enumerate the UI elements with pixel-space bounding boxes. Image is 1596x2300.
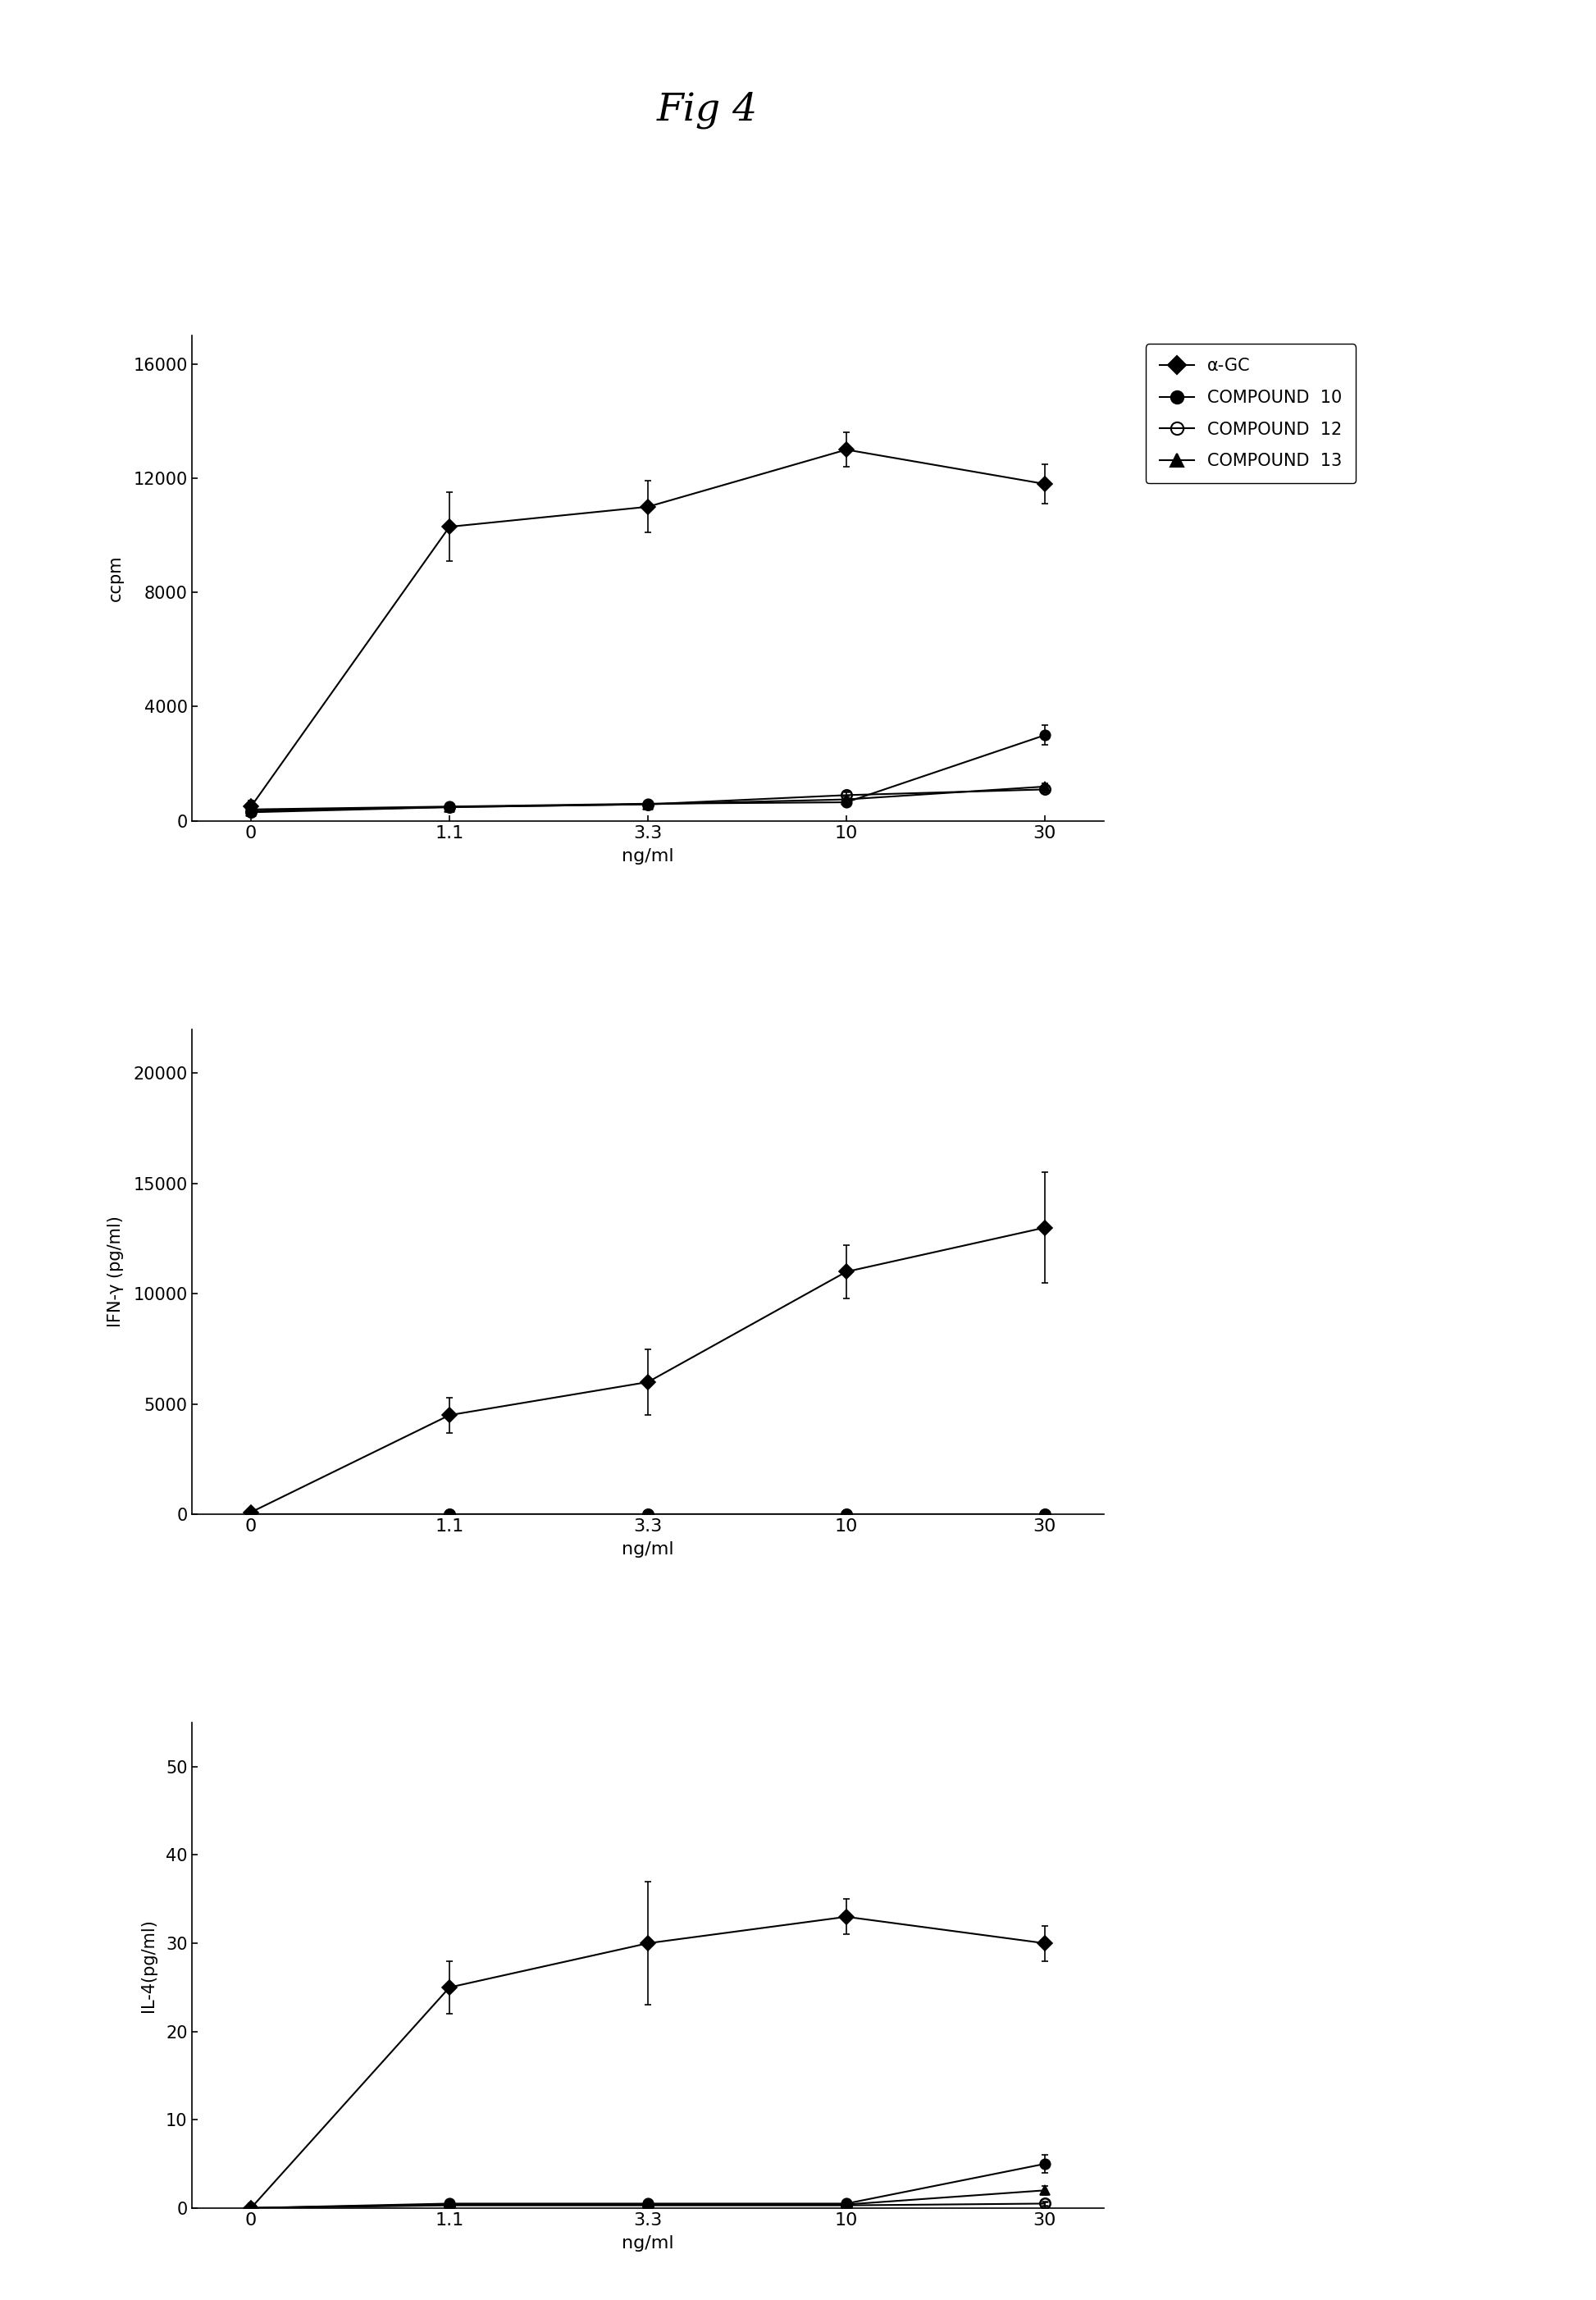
Y-axis label: IFN-γ (pg/ml): IFN-γ (pg/ml) bbox=[107, 1217, 124, 1327]
Y-axis label: IL-4(pg/ml): IL-4(pg/ml) bbox=[140, 1918, 156, 2013]
X-axis label: ng/ml: ng/ml bbox=[622, 849, 674, 865]
Legend: α-GC, COMPOUND  10, COMPOUND  12, COMPOUND  13: α-GC, COMPOUND 10, COMPOUND 12, COMPOUND… bbox=[1146, 345, 1357, 483]
X-axis label: ng/ml: ng/ml bbox=[622, 2236, 674, 2252]
X-axis label: ng/ml: ng/ml bbox=[622, 1541, 674, 1557]
Y-axis label: ccpm: ccpm bbox=[107, 554, 124, 600]
Text: Fig 4: Fig 4 bbox=[656, 92, 758, 129]
